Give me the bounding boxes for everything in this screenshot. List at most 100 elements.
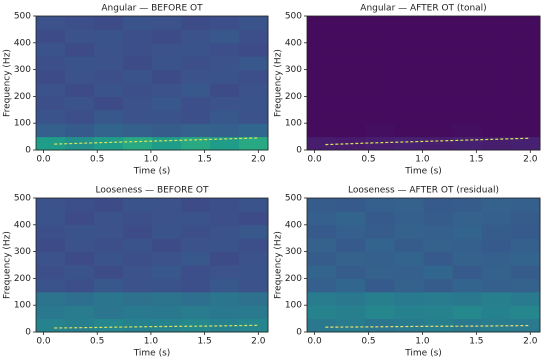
y-tick-label: 400 (14, 38, 31, 48)
y-tick-label: 300 (14, 65, 31, 75)
spectrogram-cell (336, 29, 366, 44)
spectrogram-cell (336, 265, 366, 279)
spectrogram-cell (336, 251, 366, 266)
spectrogram-cell (210, 69, 240, 84)
spectrogram-cell (394, 29, 424, 44)
spectrogram-cell (481, 123, 512, 138)
spectrogram-cell (307, 198, 337, 212)
spectrogram-cell (94, 251, 124, 266)
spectrogram-cell (94, 123, 124, 138)
spectrogram-cell (152, 318, 182, 333)
plot-frame (306, 197, 541, 333)
spectrogram-cell (239, 238, 269, 253)
spectrogram-cell (94, 305, 124, 320)
spectrogram-cell (181, 251, 211, 266)
spectrogram-cell (510, 42, 541, 57)
spectrogram-cell (394, 83, 424, 97)
spectrogram-cell (394, 16, 424, 30)
spectrogram-cell (452, 109, 483, 124)
x-tick-label: 0.0 (307, 337, 322, 347)
spectrogram-cell (452, 265, 483, 279)
spectrogram-cell (510, 123, 541, 138)
spectrogram-cell (481, 251, 512, 266)
spectrogram-cell (239, 96, 269, 111)
spectrogram-cell (123, 305, 153, 320)
spectrogram-cell (394, 42, 424, 57)
spectrogram-cell (181, 211, 211, 226)
spectrogram-cell (181, 238, 211, 253)
spectrogram-cell (94, 211, 124, 226)
spectrogram-cell (365, 42, 395, 57)
spectrogram-cell (210, 278, 240, 293)
spectrogram-cell (336, 42, 366, 57)
spectrogram-cell (365, 16, 395, 30)
spectrogram-cell (481, 198, 512, 212)
x-tick-label: 2.0 (523, 155, 538, 165)
spectrogram-cell (336, 69, 366, 84)
spectrogram-cell (452, 69, 483, 84)
spectrogram-cell (36, 198, 66, 212)
spectrogram-cell (123, 96, 153, 111)
spectrogram-cell (181, 123, 211, 138)
spectrogram-cell (239, 211, 269, 226)
spectrogram-cell (239, 56, 269, 71)
spectrogram-cell (152, 16, 182, 30)
spectrogram-cell (239, 136, 269, 151)
spectrogram-cell (510, 224, 541, 239)
spectrogram-cell (365, 69, 395, 84)
spectrogram-cell (210, 305, 240, 320)
spectrogram-cell (307, 29, 337, 44)
spectrogram-cell (307, 69, 337, 84)
spectrogram-cell (181, 56, 211, 71)
spectrogram-cell (36, 318, 66, 333)
spectrogram-cell (307, 136, 337, 151)
spectrogram-cell (239, 16, 269, 30)
spectrogram-cell (365, 318, 395, 333)
spectrogram-cell (239, 318, 269, 333)
spectrogram-cell (123, 211, 153, 226)
y-tick-label: 100 (285, 301, 302, 311)
spectrogram-cell (181, 83, 211, 97)
spectrogram-cell (365, 238, 395, 253)
x-tick-label: 1.5 (197, 337, 211, 347)
spectrogram-cell (481, 136, 512, 151)
spectrogram-cell (394, 109, 424, 124)
spectrogram-cell (452, 291, 483, 306)
spectrogram-cell (365, 96, 395, 111)
spectrogram-cell (336, 109, 366, 124)
spectrogram-cell (94, 238, 124, 253)
spectrogram-cell (365, 224, 395, 239)
y-tick-label: 0 (25, 328, 31, 338)
spectrogram-cell (210, 16, 240, 30)
spectrogram-cell (152, 123, 182, 138)
spectrogram-cell (36, 211, 66, 226)
spectrogram-cell (510, 291, 541, 306)
spectrogram-cell (510, 16, 541, 30)
y-axis-label: Frequency (Hz) (3, 231, 13, 299)
spectrogram-cell (123, 136, 153, 151)
y-tick-label: 200 (14, 274, 31, 284)
spectrogram-cell (123, 16, 153, 30)
spectrogram-cell (423, 305, 454, 320)
y-tick-label: 200 (14, 92, 31, 102)
y-tick-label: 100 (14, 301, 31, 311)
spectrogram-cell (239, 251, 269, 266)
spectrogram-cell (210, 224, 240, 239)
spectrogram-cell (94, 56, 124, 71)
spectrogram-cell (423, 318, 454, 333)
spectrogram-cell (94, 265, 124, 279)
spectrogram-cell (94, 109, 124, 124)
spectrogram-cell (123, 42, 153, 57)
spectrogram-cell (481, 16, 512, 30)
spectrogram-cell (65, 198, 95, 212)
spectrogram-cell (423, 265, 454, 279)
spectrogram-cell (65, 251, 95, 266)
spectrogram-cell (423, 251, 454, 266)
spectrogram-cell (452, 224, 483, 239)
chart-title: Angular — AFTER OT (tonal) (360, 4, 486, 14)
spectrogram-cell (239, 83, 269, 97)
y-tick-label: 100 (285, 119, 302, 129)
spectrogram-cell (510, 29, 541, 44)
spectrogram-cell (481, 291, 512, 306)
